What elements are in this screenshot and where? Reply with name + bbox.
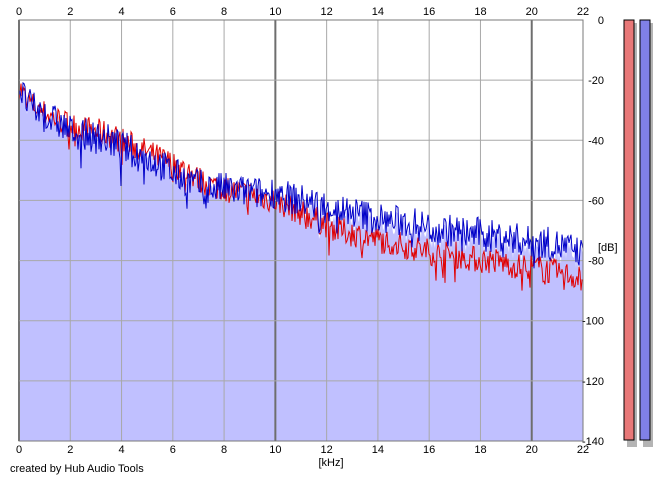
spectrum-fill bbox=[19, 88, 583, 442]
y-tick-label: 0 bbox=[598, 15, 604, 27]
x-tick-label-top: 4 bbox=[118, 6, 124, 18]
y-tick-label: -100 bbox=[582, 316, 604, 328]
y-tick-label: -140 bbox=[582, 436, 604, 448]
x-tick-label-top: 0 bbox=[16, 6, 22, 18]
x-tick-label-bottom: 20 bbox=[526, 444, 538, 456]
x-tick-label-bottom: 18 bbox=[474, 444, 486, 456]
x-ticks-bottom: 0 2 4 6 8 10 12 14 16 18 20 22 bbox=[16, 444, 589, 456]
x-tick-label-bottom: 2 bbox=[67, 444, 73, 456]
x-tick-label-top: 18 bbox=[474, 6, 486, 18]
x-tick-label-top: 8 bbox=[221, 6, 227, 18]
x-tick-label-bottom: 12 bbox=[321, 444, 333, 456]
x-tick-label-top: 22 bbox=[577, 6, 589, 18]
x-tick-label-top: 16 bbox=[423, 6, 435, 18]
y-tick-label: -80 bbox=[588, 256, 604, 268]
credit-text: created by Hub Audio Tools bbox=[10, 463, 144, 475]
x-tick-label-bottom: 0 bbox=[16, 444, 22, 456]
x-tick-label-bottom: 8 bbox=[221, 444, 227, 456]
x-tick-label-bottom: 22 bbox=[577, 444, 589, 456]
x-ticks-top: 0 2 4 6 8 10 12 14 16 18 20 22 bbox=[16, 6, 589, 18]
x-tick-label-top: 6 bbox=[170, 6, 176, 18]
y-tick-label: -120 bbox=[582, 376, 604, 388]
y-axis-label: [dB] bbox=[598, 242, 618, 254]
x-axis-label: [kHz] bbox=[318, 457, 343, 469]
x-tick-label-top: 2 bbox=[67, 6, 73, 18]
plot-area bbox=[18, 19, 584, 442]
plot-border bbox=[18, 19, 584, 442]
y-tick-label: -40 bbox=[588, 135, 604, 147]
level-meter-1 bbox=[623, 19, 635, 441]
y-ticks: 0 -20 -40 -60 -80 -100 -120 -140 bbox=[582, 15, 604, 448]
x-tick-label-top: 10 bbox=[269, 6, 281, 18]
series-line-2 bbox=[18, 81, 584, 269]
x-tick-label-top: 14 bbox=[372, 6, 384, 18]
x-tick-label-bottom: 6 bbox=[170, 444, 176, 456]
level-meter-2 bbox=[639, 19, 651, 441]
x-tick-label-bottom: 16 bbox=[423, 444, 435, 456]
x-tick-label-bottom: 14 bbox=[372, 444, 384, 456]
y-tick-label: -60 bbox=[588, 195, 604, 207]
x-tick-label-top: 20 bbox=[526, 6, 538, 18]
x-tick-label-top: 12 bbox=[321, 6, 333, 18]
x-tick-label-bottom: 10 bbox=[269, 444, 281, 456]
x-tick-label-bottom: 4 bbox=[118, 444, 124, 456]
y-tick-label: -20 bbox=[588, 75, 604, 87]
level-meters bbox=[623, 19, 653, 447]
